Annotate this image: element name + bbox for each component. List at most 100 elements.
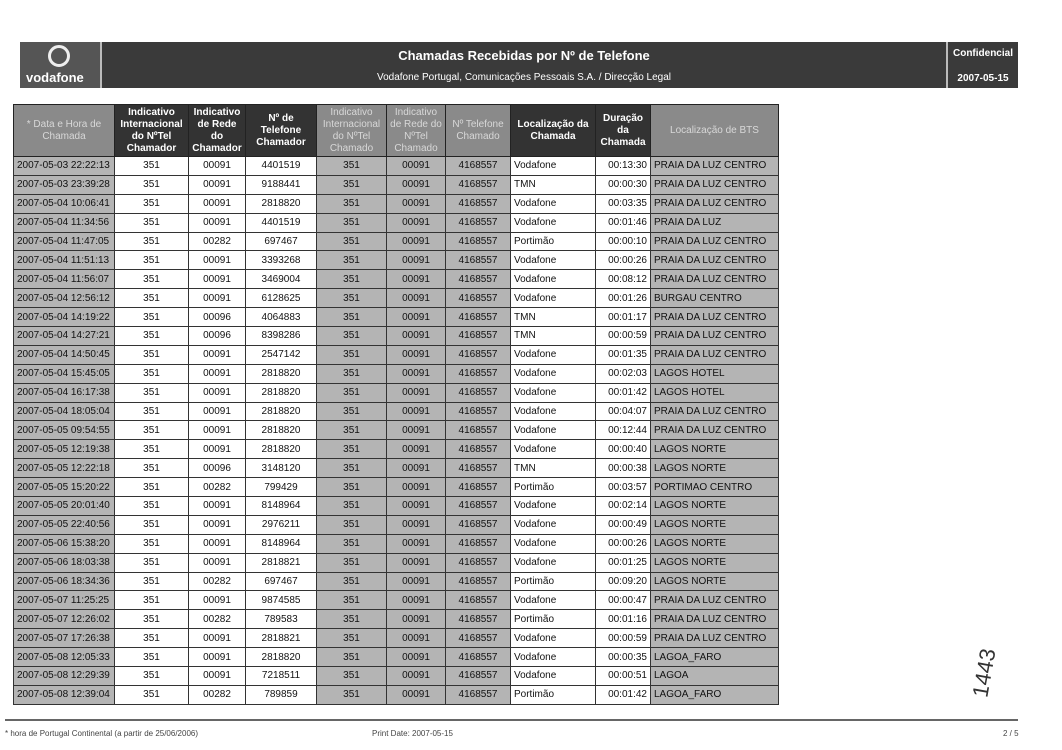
called-network-code: 00091 — [386, 420, 446, 441]
caller-network-code: 00091 — [188, 193, 246, 214]
call-datetime: 2007-05-04 16:17:38 — [13, 382, 115, 403]
caller-number: 2818820 — [245, 439, 317, 460]
col-header: Localização de BTS — [650, 104, 779, 157]
table-row: 2007-05-04 10:06:41 351 00091 2818820 351 000… — [13, 193, 779, 214]
col-header: Nº Telefone Chamado — [445, 104, 511, 157]
called-intl-code: 351 — [316, 193, 387, 214]
caller-number: 2818820 — [245, 363, 317, 384]
caller-network-code: 00096 — [188, 307, 246, 328]
caller-intl-code: 351 — [114, 666, 189, 686]
caller-intl-code: 351 — [114, 212, 189, 233]
bts-location: PRAIA DA LUZ CENTRO — [650, 326, 779, 346]
call-duration: 00:12:44 — [595, 420, 651, 441]
call-location: Portimão — [510, 231, 596, 252]
bts-location: LAGOS NORTE — [650, 458, 779, 479]
called-number: 4168557 — [445, 571, 511, 592]
call-location: Vodafone — [510, 344, 596, 365]
call-datetime: 2007-05-05 15:20:22 — [13, 477, 115, 498]
caller-intl-code: 351 — [114, 458, 189, 479]
bts-location: PRAIA DA LUZ — [650, 212, 779, 233]
bts-location: LAGOS NORTE — [650, 571, 779, 592]
call-location: Vodafone — [510, 439, 596, 460]
bts-location: LAGOS NORTE — [650, 533, 779, 554]
bts-location: PRAIA DA LUZ CENTRO — [650, 609, 779, 630]
caller-network-code: 00091 — [188, 212, 246, 233]
call-location: Vodafone — [510, 363, 596, 384]
called-intl-code: 351 — [316, 174, 387, 195]
caller-intl-code: 351 — [114, 288, 189, 309]
caller-intl-code: 351 — [114, 684, 189, 705]
call-duration: 00:00:49 — [595, 514, 651, 535]
called-number: 4168557 — [445, 514, 511, 535]
called-network-code: 00091 — [386, 344, 446, 365]
col-header: Indicativo de Rede do Chamador — [188, 104, 246, 157]
caller-number: 2818821 — [245, 628, 317, 649]
table-row: 2007-05-04 11:47:05 351 00282 697467 351 0009… — [13, 231, 779, 252]
called-network-code: 00091 — [386, 401, 446, 422]
bts-location: PRAIA DA LUZ CENTRO — [650, 269, 779, 290]
caller-intl-code: 351 — [114, 269, 189, 290]
caller-intl-code: 351 — [114, 439, 189, 460]
called-network-code: 00091 — [386, 533, 446, 554]
caller-number: 2818820 — [245, 420, 317, 441]
table-row: 2007-05-05 20:01:40 351 00091 8148964 351 000… — [13, 496, 779, 516]
col-header: Indicativo Internacional do NºTel Chamad… — [114, 104, 189, 157]
call-datetime: 2007-05-06 15:38:20 — [13, 533, 115, 554]
called-network-code: 00091 — [386, 307, 446, 328]
called-intl-code: 351 — [316, 533, 387, 554]
call-location: Vodafone — [510, 590, 596, 611]
called-intl-code: 351 — [316, 363, 387, 384]
called-number: 4168557 — [445, 458, 511, 479]
called-number: 4168557 — [445, 307, 511, 328]
call-location: Portimão — [510, 609, 596, 630]
call-datetime: 2007-05-04 14:27:21 — [13, 326, 115, 346]
caller-intl-code: 351 — [114, 647, 189, 668]
caller-network-code: 00091 — [188, 628, 246, 649]
called-intl-code: 351 — [316, 326, 387, 346]
bts-location: LAGOA — [650, 666, 779, 686]
report-date: 2007-05-15 — [957, 73, 1009, 84]
called-intl-code: 351 — [316, 231, 387, 252]
table-row: 2007-05-04 14:19:22 351 00096 4064883 351 000… — [13, 307, 779, 328]
bts-location: PRAIA DA LUZ CENTRO — [650, 590, 779, 611]
call-datetime: 2007-05-04 14:19:22 — [13, 307, 115, 328]
call-duration: 00:03:35 — [595, 193, 651, 214]
called-number: 4168557 — [445, 363, 511, 384]
caller-network-code: 00091 — [188, 344, 246, 365]
call-location: Vodafone — [510, 420, 596, 441]
called-intl-code: 351 — [316, 401, 387, 422]
bts-location: PORTIMAO CENTRO — [650, 477, 779, 498]
table-row: 2007-05-04 14:50:45 351 00091 2547142 351 000… — [13, 344, 779, 365]
table-row: 2007-05-05 12:19:38 351 00091 2818820 351 000… — [13, 439, 779, 460]
table-row: 2007-05-05 09:54:55 351 00091 2818820 351 000… — [13, 420, 779, 441]
table-row: 2007-05-03 22:22:13 351 00091 4401519 351 000… — [13, 156, 779, 176]
caller-number: 9188441 — [245, 174, 317, 195]
call-datetime: 2007-05-04 18:05:04 — [13, 401, 115, 422]
called-intl-code: 351 — [316, 307, 387, 328]
caller-intl-code: 351 — [114, 420, 189, 441]
called-number: 4168557 — [445, 269, 511, 290]
call-datetime: 2007-05-04 12:56:12 — [13, 288, 115, 309]
called-network-code: 00091 — [386, 571, 446, 592]
call-duration: 00:00:59 — [595, 628, 651, 649]
called-network-code: 00091 — [386, 174, 446, 195]
call-duration: 00:01:46 — [595, 212, 651, 233]
footer-note: * hora de Portugal Continental (a partir… — [5, 729, 199, 738]
call-duration: 00:01:35 — [595, 344, 651, 365]
called-number: 4168557 — [445, 250, 511, 271]
bts-location: LAGOS HOTEL — [650, 363, 779, 384]
bts-location: PRAIA DA LUZ CENTRO — [650, 231, 779, 252]
col-header: Duração da Chamada — [595, 104, 651, 157]
call-duration: 00:00:59 — [595, 326, 651, 346]
caller-intl-code: 351 — [114, 193, 189, 214]
table-row: 2007-05-08 12:29:39 351 00091 7218511 351 000… — [13, 666, 779, 686]
calls-table: * Data e Hora de Chamada Indicativo Inte… — [13, 104, 779, 705]
called-network-code: 00091 — [386, 552, 446, 573]
call-datetime: 2007-05-04 15:45:05 — [13, 363, 115, 384]
called-intl-code: 351 — [316, 156, 387, 176]
called-number: 4168557 — [445, 590, 511, 611]
called-network-code: 00091 — [386, 250, 446, 271]
caller-network-code: 00091 — [188, 401, 246, 422]
call-location: Vodafone — [510, 250, 596, 271]
call-duration: 00:00:30 — [595, 174, 651, 195]
